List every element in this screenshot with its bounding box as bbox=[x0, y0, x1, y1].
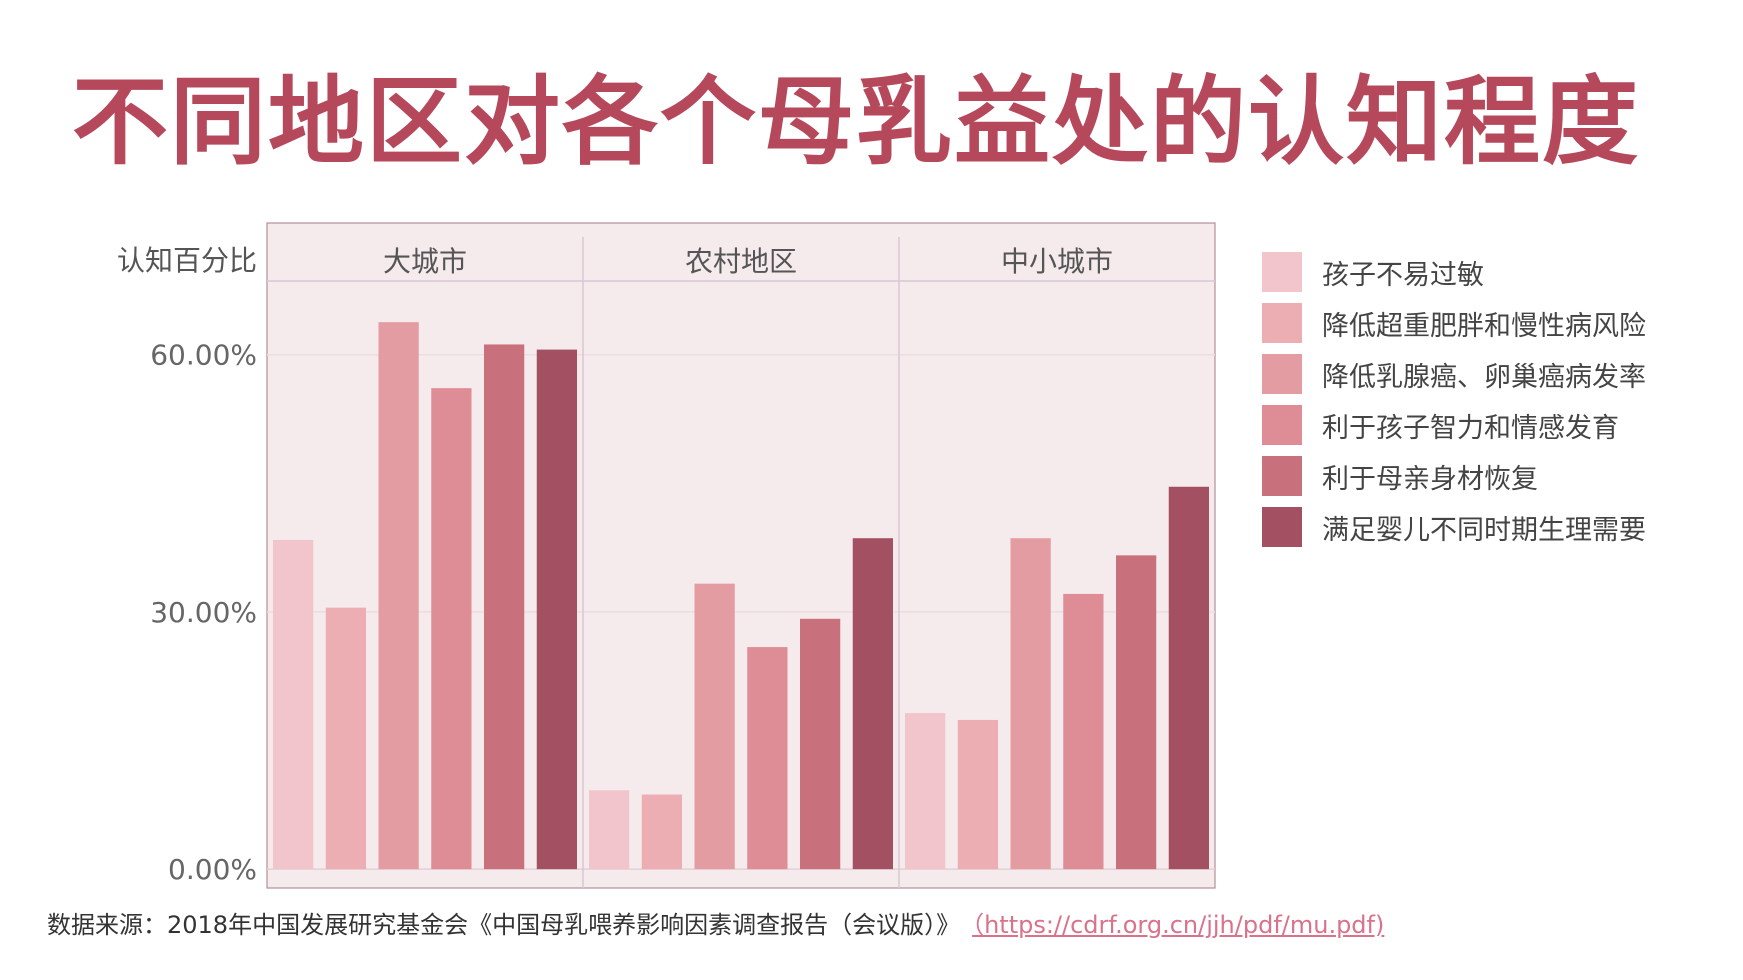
y-axis-label: 认知百分比 bbox=[117, 244, 257, 277]
chart-legend: 孩子不易过敏 降低超重肥胖和慢性病风险 降低乳腺癌、卵巢癌病发率 利于孩子智力和… bbox=[1262, 252, 1732, 558]
plot-panel bbox=[266, 222, 1216, 889]
legend-swatch bbox=[1262, 507, 1302, 547]
legend-label: 孩子不易过敏 bbox=[1322, 259, 1484, 291]
page-title: 不同地区对各个母乳益处的认知程度 bbox=[72, 66, 1640, 178]
bar bbox=[694, 583, 735, 870]
y-tick-label: 0.00% bbox=[168, 853, 257, 886]
legend-label: 利于孩子智力和情感发育 bbox=[1322, 412, 1619, 444]
bar bbox=[1010, 538, 1051, 870]
legend-swatch bbox=[1262, 252, 1302, 292]
legend-label: 降低乳腺癌、卵巢癌病发率 bbox=[1322, 361, 1646, 393]
bar bbox=[1063, 593, 1104, 870]
legend-swatch bbox=[1262, 303, 1302, 343]
y-tick-label: 30.00% bbox=[150, 596, 257, 629]
legend-item: 降低超重肥胖和慢性病风险 bbox=[1262, 303, 1732, 343]
bar bbox=[1168, 486, 1209, 870]
bar bbox=[905, 713, 946, 870]
legend-item: 利于母亲身材恢复 bbox=[1262, 456, 1732, 496]
legend-swatch bbox=[1262, 354, 1302, 394]
legend-swatch bbox=[1262, 456, 1302, 496]
bar bbox=[641, 794, 682, 870]
source-text: 数据来源：2018年中国发展研究基金会《中国母乳喂养影响因素调查报告（会议版）》 bbox=[47, 911, 961, 939]
panel-header: 大城市 bbox=[383, 245, 467, 278]
legend-swatch bbox=[1262, 405, 1302, 445]
bar bbox=[325, 607, 366, 870]
y-tick-label: 60.00% bbox=[150, 339, 257, 372]
bar bbox=[1116, 555, 1157, 870]
legend-label: 满足婴儿不同时期生理需要 bbox=[1322, 514, 1646, 546]
legend-label: 利于母亲身材恢复 bbox=[1322, 463, 1538, 495]
legend-item: 降低乳腺癌、卵巢癌病发率 bbox=[1262, 354, 1732, 394]
data-source: 数据来源：2018年中国发展研究基金会《中国母乳喂养影响因素调查报告（会议版）》… bbox=[47, 905, 1384, 940]
legend-item: 孩子不易过敏 bbox=[1262, 252, 1732, 292]
bar bbox=[852, 538, 893, 870]
legend-item: 满足婴儿不同时期生理需要 bbox=[1262, 507, 1732, 547]
bar bbox=[800, 618, 841, 870]
bar bbox=[957, 719, 998, 870]
legend-label: 降低超重肥胖和慢性病风险 bbox=[1322, 310, 1646, 342]
bar bbox=[273, 539, 314, 870]
panel-header: 农村地区 bbox=[685, 245, 797, 278]
bar bbox=[378, 322, 419, 870]
bar bbox=[431, 388, 472, 870]
source-link[interactable]: （https://cdrf.org.cn/jjh/pdf/mu.pdf) bbox=[972, 911, 1385, 939]
bar bbox=[536, 349, 577, 870]
bar bbox=[589, 790, 630, 870]
panel-header: 中小城市 bbox=[1001, 245, 1113, 278]
bar bbox=[747, 647, 788, 870]
bar bbox=[484, 344, 525, 870]
legend-item: 利于孩子智力和情感发育 bbox=[1262, 405, 1732, 445]
